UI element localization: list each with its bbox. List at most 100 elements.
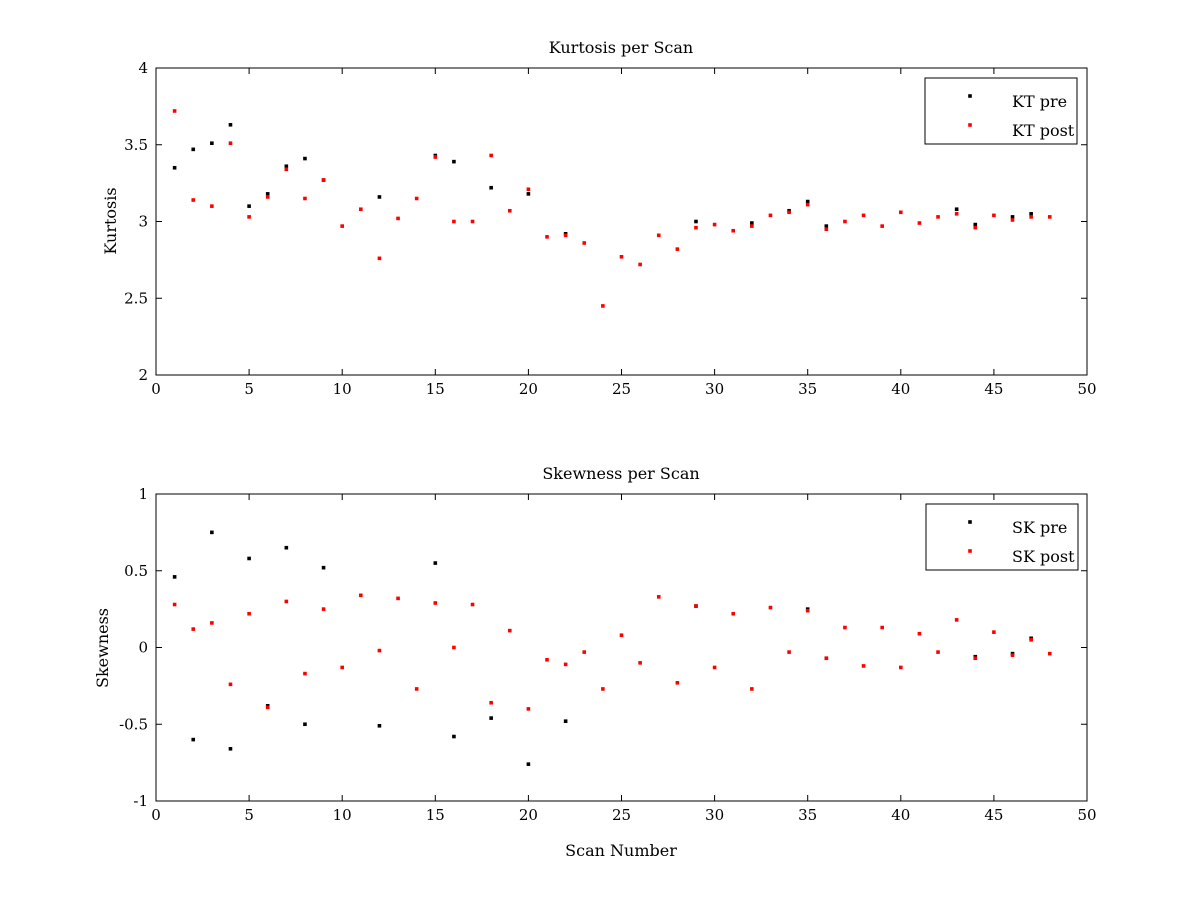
skewness-point-post [694,604,698,608]
kurtosis-points [172,109,1052,308]
kurtosis-point-post [414,196,419,201]
skewness-point-post [284,599,289,604]
kurtosis-point-pre [452,159,456,164]
skewness-point-post [638,661,642,665]
skewness-x-tick-label: 10 [333,806,352,824]
skewness-x-tick-label: 25 [612,806,631,824]
kurtosis-point-pre [694,219,698,224]
kurtosis-point-post [638,262,642,267]
kurtosis-point-post [321,178,326,182]
skewness-point-post [340,665,344,670]
kurtosis-point-post [824,227,829,231]
kurtosis-point-pre [805,199,810,204]
kurtosis-point-pre [210,141,214,146]
skewness-point-post [843,625,847,630]
skewness-x-tick-label: 40 [891,806,910,824]
kurtosis-point-pre [824,224,829,228]
skewness-chart-title: Skewness per Scan [542,464,699,483]
skewness-point-post [210,621,214,625]
kurtosis-point-post [489,153,493,158]
skewness-legend: SK pre SK post [925,503,1079,571]
kurtosis-point-post [656,233,661,238]
kurtosis-point-pre [1029,212,1033,216]
skewness-point-post [191,627,196,631]
kurtosis-point-pre [526,192,531,196]
kurtosis-point-pre [284,164,289,169]
kurtosis-point-post [507,208,512,213]
kurtosis-point-post [191,198,196,202]
kurtosis-point-post [750,224,754,228]
skewness-point-post [359,593,363,598]
skewness-point-post [750,687,754,691]
kurtosis-point-post [265,195,270,199]
kurtosis-point-pre [489,185,493,190]
skewness-point-post [601,687,605,691]
kurtosis-point-post [582,241,587,245]
skewness-y-tick-label: 0.5 [124,562,148,580]
skewness-point-post [787,650,791,654]
skewness-x-ticks: 0 5 10 15 20 25 30 35 40 45 50 [151,494,1097,824]
skewness-point-post [470,602,475,607]
skewness-point-pre [321,565,326,570]
kurtosis-point-post [545,235,549,239]
kurtosis-legend-marker-pre [968,94,972,98]
skewness-point-pre [210,530,214,535]
skewness-point-post [396,596,400,601]
skewness-point-post [917,631,922,636]
skewness-point-post [247,611,251,616]
skewness-point-post [880,625,884,630]
kurtosis-point-post [843,219,847,224]
kurtosis-point-pre [1010,215,1015,219]
kurtosis-point-pre [228,122,233,127]
skewness-point-pre [172,575,177,579]
skewness-point-post [861,664,866,668]
skewness-point-pre [563,719,568,723]
skewness-point-post [973,656,978,661]
kurtosis-point-post [619,255,624,259]
skewness-point-post [563,662,568,667]
kurtosis-x-tick-label: 30 [705,380,724,398]
skewness-point-post [824,656,829,661]
kurtosis-chart-title: Kurtosis per Scan [549,38,693,57]
skewness-point-post [768,605,773,610]
skewness-legend-marker-pre [968,520,972,524]
kurtosis-x-tick-label: 35 [798,380,817,398]
skewness-point-pre [228,747,233,751]
skewness-point-post [526,707,531,711]
kurtosis-x-tick-label: 15 [426,380,445,398]
kurtosis-legend-label-post: KT post [1012,121,1075,140]
skewness-point-pre [433,561,438,565]
kurtosis-point-pre [247,204,251,208]
skewness-x-tick-label: 35 [798,806,817,824]
skewness-point-post [1029,638,1033,642]
kurtosis-point-post [992,213,996,218]
kurtosis-x-tick-label: 25 [612,380,631,398]
kurtosis-point-post [936,215,940,219]
kurtosis-point-pre [303,156,307,161]
skewness-point-post [936,650,940,654]
skewness-legend-label-post: SK post [1012,547,1075,566]
skewness-point-pre [526,762,531,766]
skewness-point-post [899,665,903,670]
kurtosis-y-tick-label: 4 [138,59,148,77]
kurtosis-point-post [694,225,698,230]
kurtosis-x-ticks: 0 5 10 15 20 25 30 35 40 45 50 [151,68,1097,398]
skewness-point-post [619,633,624,638]
kurtosis-x-tick-label: 10 [333,380,352,398]
skewness-point-post [805,608,810,613]
kurtosis-x-tick-label: 0 [151,380,161,398]
kurtosis-point-post [712,222,717,227]
kurtosis-point-post [899,210,903,215]
kurtosis-point-post [433,155,438,159]
kurtosis-point-post [284,167,289,172]
skewness-point-post [507,628,512,633]
skewness-point-pre [489,716,493,720]
kurtosis-point-post [526,187,531,192]
kurtosis-legend: KT pre KT post [924,77,1078,145]
skewness-x-axis-label: Scan Number [565,841,677,860]
skewness-y-axis-label: Skewness [93,608,112,688]
skewness-point-pre [191,737,196,742]
skewness-x-tick-label: 15 [426,806,445,824]
skewness-point-post [433,601,438,605]
kurtosis-point-post [470,219,475,224]
